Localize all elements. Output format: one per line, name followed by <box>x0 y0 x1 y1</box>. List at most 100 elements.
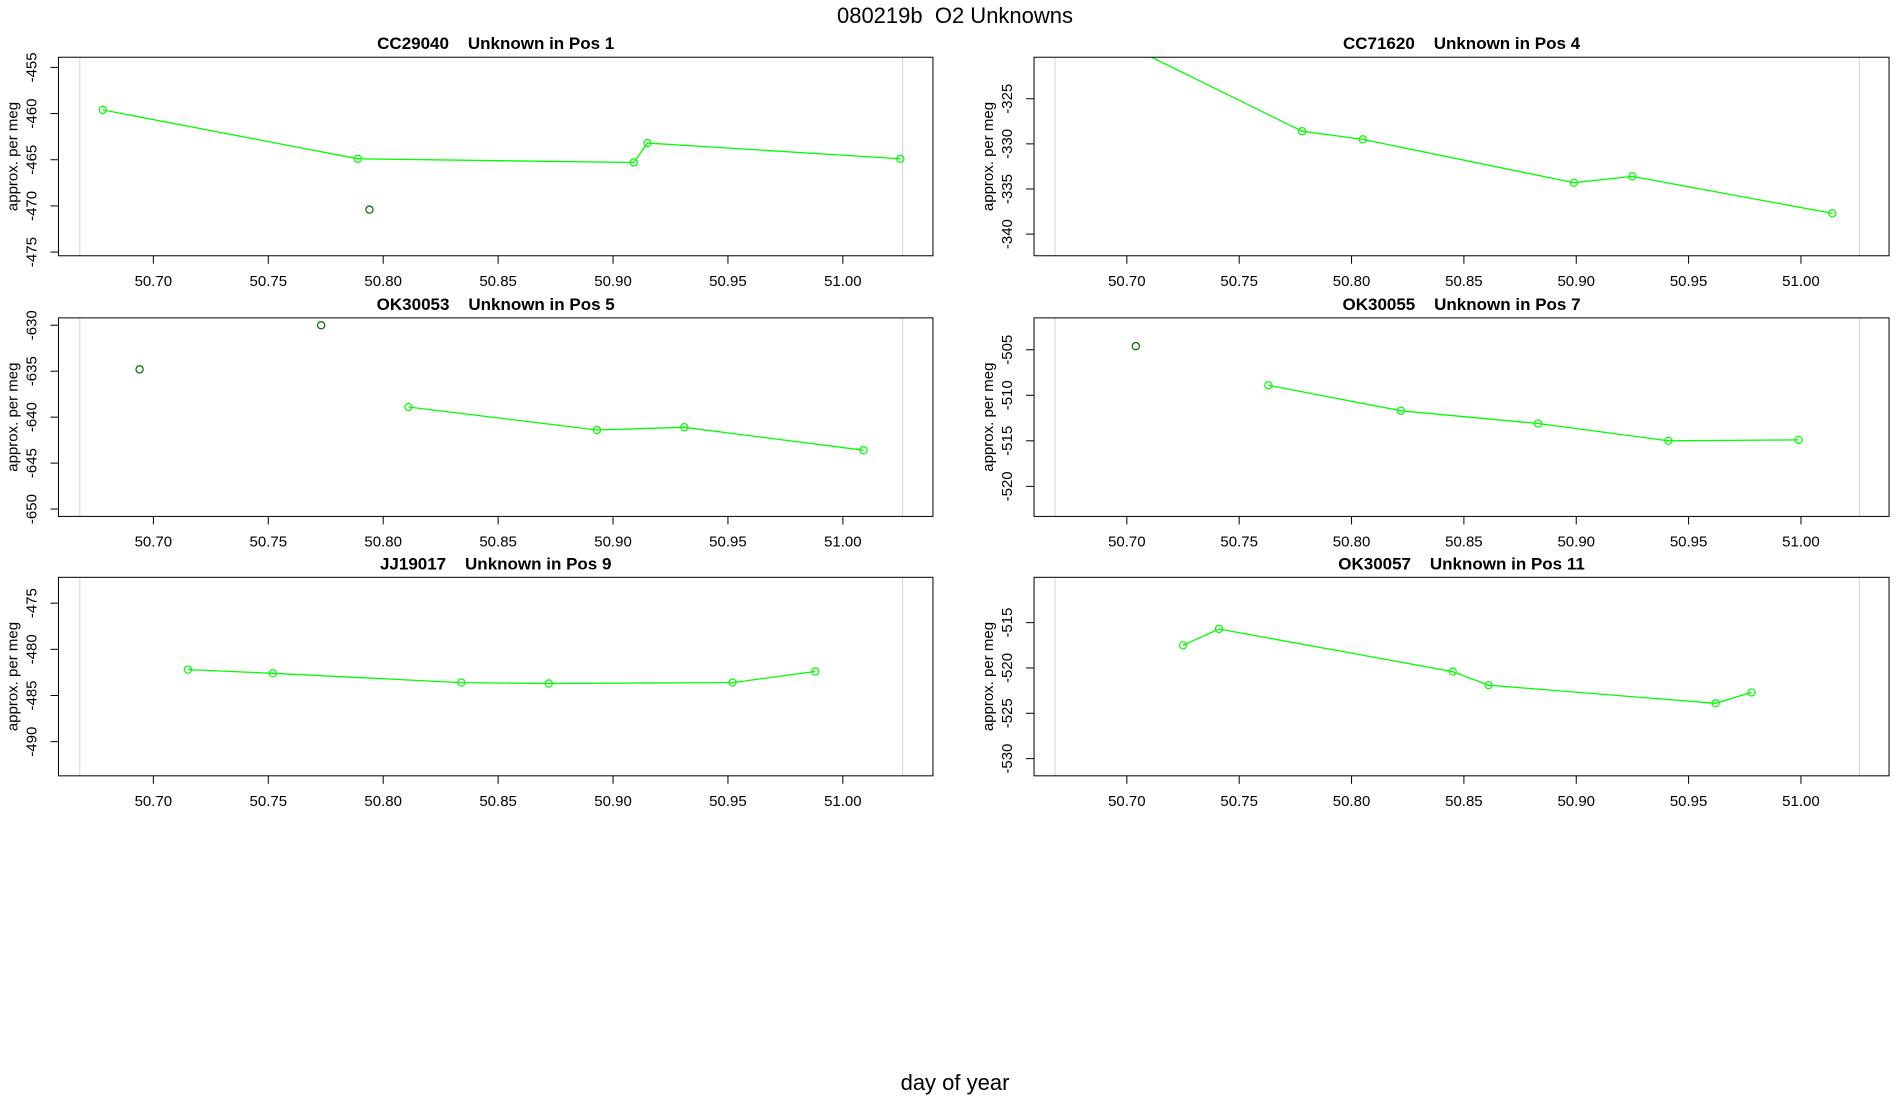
x-tick-label: 50.70 <box>135 533 173 550</box>
panel: CC71620 Unknown in Pos 4 approx. per meg 5… <box>980 19 1890 290</box>
data-point <box>183 665 193 674</box>
data-point <box>457 678 466 687</box>
y-tick-label: -635 <box>23 356 40 386</box>
x-tick-label: 50.85 <box>1445 533 1483 550</box>
data-point <box>1297 127 1307 136</box>
y-tick-label: -505 <box>999 335 1016 365</box>
data-point <box>896 154 905 164</box>
series-line <box>102 109 901 164</box>
panel-title: CC29040 Unknown in Pos 1 <box>377 34 614 53</box>
plot-area <box>1131 341 1803 446</box>
panel: CC29040 Unknown in Pos 1 approx. per meg 5… <box>4 34 934 290</box>
data-point <box>98 105 108 115</box>
x-tick-label: 50.95 <box>709 793 747 810</box>
y-axis-label: approx. per meg <box>980 622 997 731</box>
x-tick-label: 50.85 <box>479 273 517 290</box>
panel: OK30055 Unknown in Pos 7 approx. per meg 5… <box>980 295 1890 550</box>
series-line <box>187 668 816 685</box>
data-point <box>811 667 820 676</box>
data-point <box>268 669 278 678</box>
y-tick-label: -490 <box>23 727 40 757</box>
y-tick-label: -530 <box>999 744 1016 774</box>
plot-area <box>135 321 868 455</box>
plot-area <box>1078 19 1837 218</box>
x-tick-label: 50.80 <box>1333 533 1371 550</box>
y-tick-label: -475 <box>23 588 40 618</box>
y-tick-label: -520 <box>999 471 1016 501</box>
x-tick-label: 50.90 <box>1557 273 1595 290</box>
y-tick-label: -650 <box>23 494 40 524</box>
data-point <box>353 154 363 164</box>
data-point <box>859 446 868 455</box>
y-tick-label: -520 <box>999 653 1016 683</box>
x-tick-label: 50.75 <box>1220 533 1258 550</box>
y-tick-label: -640 <box>23 402 40 432</box>
data-point <box>1747 688 1756 697</box>
data-point <box>728 678 737 687</box>
x-tick-label: 50.75 <box>1220 793 1258 810</box>
y-tick-label: -455 <box>23 52 40 82</box>
plot-area <box>98 105 905 214</box>
x-tick-label: 50.90 <box>594 533 632 550</box>
plot-frame <box>1033 576 1890 777</box>
x-tick-label: 50.95 <box>1670 273 1708 290</box>
plot-frame <box>1033 317 1890 517</box>
series-line <box>408 406 864 451</box>
series-line <box>1150 57 1833 215</box>
plot-area <box>183 665 820 688</box>
y-tick-label: -460 <box>23 99 40 129</box>
x-tick-label: 50.75 <box>250 793 288 810</box>
data-point <box>316 321 326 330</box>
y-tick-label: -465 <box>23 145 40 175</box>
x-tick-label: 50.90 <box>1557 793 1595 810</box>
y-axis-label: approx. per meg <box>980 102 997 211</box>
x-tick-label: 50.80 <box>1333 793 1371 810</box>
x-tick-label: 50.85 <box>1445 793 1483 810</box>
panel: OK30057 Unknown in Pos 11 approx. per meg… <box>980 554 1890 810</box>
y-axis-label: approx. per meg <box>980 363 997 472</box>
x-tick-label: 50.95 <box>1670 793 1708 810</box>
x-tick-label: 50.95 <box>709 533 747 550</box>
plot-frame <box>57 56 934 257</box>
x-tick-label: 50.70 <box>1108 533 1146 550</box>
y-tick-label: -325 <box>999 84 1016 114</box>
x-tick-label: 50.95 <box>709 273 747 290</box>
y-tick-label: -475 <box>23 237 40 267</box>
y-tick-label: -630 <box>23 310 40 340</box>
data-point <box>404 402 413 412</box>
series-line <box>1268 384 1799 442</box>
y-axis-label: approx. per meg <box>4 622 21 731</box>
y-tick-label: -480 <box>23 634 40 664</box>
x-tick-label: 51.00 <box>824 273 862 290</box>
plot-frame <box>1033 56 1890 257</box>
data-point <box>544 679 553 688</box>
data-point <box>135 365 144 374</box>
x-tick-label: 50.70 <box>135 273 173 290</box>
data-point <box>1533 419 1543 428</box>
x-tick-label: 50.70 <box>135 793 173 810</box>
data-point <box>1628 172 1637 181</box>
x-tick-label: 50.90 <box>1557 533 1595 550</box>
x-tick-label: 51.00 <box>1782 273 1820 290</box>
x-tick-label: 50.80 <box>364 533 402 550</box>
data-point <box>629 158 638 167</box>
x-tick-label: 50.90 <box>594 793 632 810</box>
data-point <box>1664 436 1673 446</box>
y-tick-label: -485 <box>23 680 40 710</box>
y-tick-label: -645 <box>23 448 40 478</box>
data-point <box>1711 699 1720 708</box>
plot-frame <box>57 317 934 517</box>
data-point <box>1264 381 1273 390</box>
data-point <box>1078 19 1085 26</box>
plot-area <box>1178 624 1756 708</box>
x-tick-label: 51.00 <box>1782 533 1820 550</box>
x-tick-label: 50.75 <box>250 533 288 550</box>
y-axis-label: approx. per meg <box>4 363 21 472</box>
data-point <box>643 138 652 148</box>
y-tick-label: -335 <box>999 174 1016 204</box>
series-line <box>1182 628 1752 704</box>
y-tick-label: -525 <box>999 698 1016 728</box>
figure-title: 080219b O2 Unknowns <box>837 3 1073 28</box>
panel: JJ19017 Unknown in Pos 9 approx. per meg 5… <box>4 554 934 810</box>
data-point <box>1828 209 1837 218</box>
